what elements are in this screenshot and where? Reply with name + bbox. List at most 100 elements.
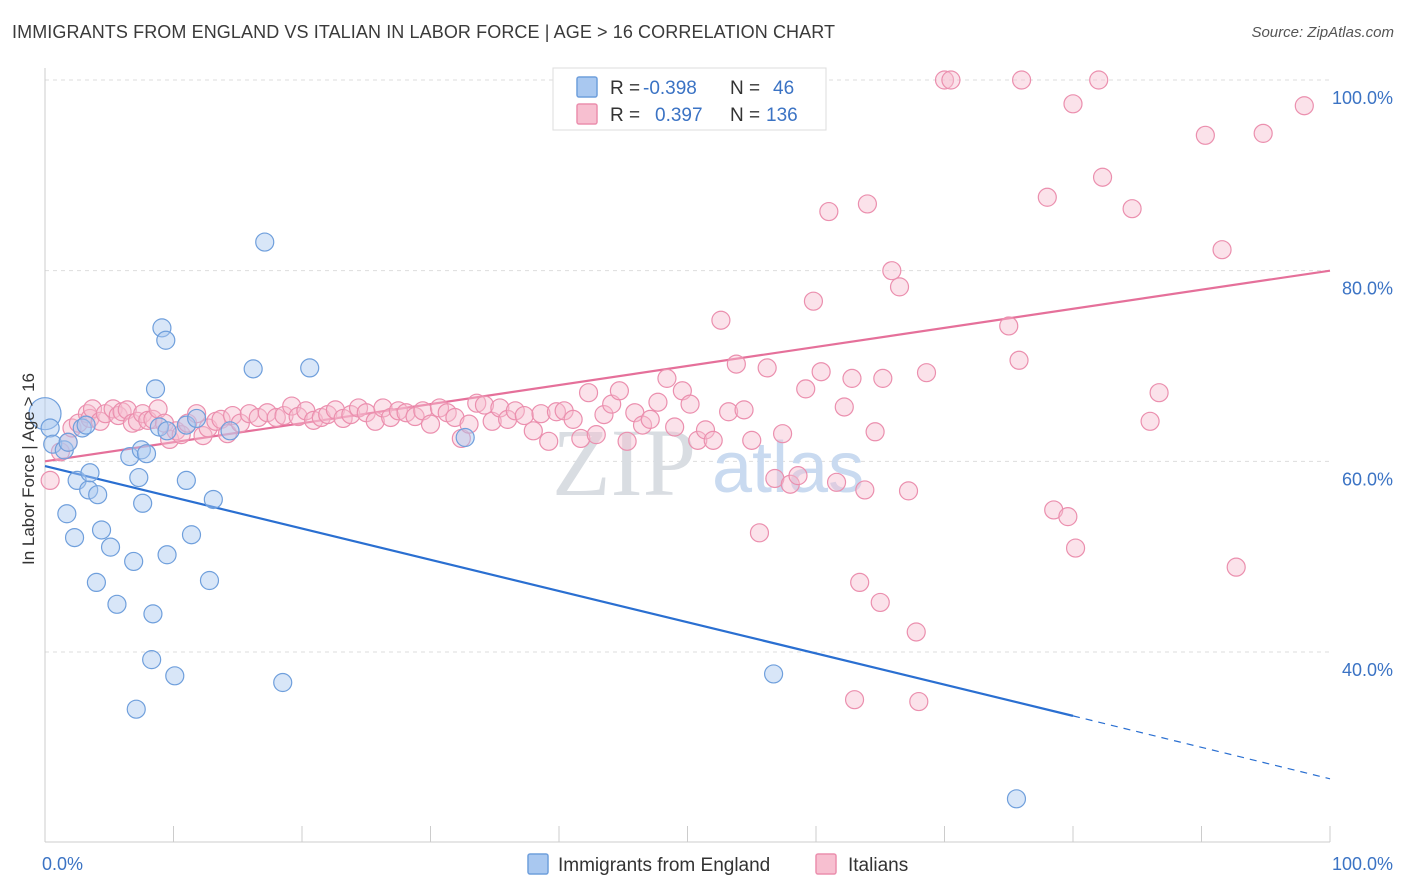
legend-n-label-italians: N = [730,105,760,126]
legend-swatch-italians [576,103,598,125]
point-italians [1011,70,1032,90]
point-italians [1195,125,1215,145]
point-england [176,415,196,435]
point-england [152,318,172,338]
point-england [203,489,223,510]
trend-lines [44,269,1331,780]
point-england [157,421,177,441]
point-italians [1063,94,1083,114]
point-england [126,699,146,719]
point-italians [742,430,762,450]
point-italians [1065,538,1086,558]
point-italians [826,472,847,492]
point-italians [1140,411,1160,431]
y-tick-label: 60.0% [1342,469,1393,489]
bottom-legend: Immigrants from England Italians [527,853,908,876]
point-italians [266,407,286,428]
point-italians [1089,70,1109,90]
point-england [43,434,63,454]
point-england [273,672,293,693]
point-italians [999,316,1019,336]
point-italians [1037,187,1057,207]
point-italians [916,363,937,383]
bottom-legend-swatch-england [527,853,549,875]
point-italians [640,409,660,429]
axes [44,68,1331,843]
point-england [157,545,177,565]
point-england [80,463,100,483]
point-england [455,427,475,448]
point-italians [1092,167,1113,187]
point-italians [171,425,191,445]
point-england [156,330,176,350]
point-italians [609,381,629,401]
point-italians [1294,96,1314,116]
point-italians [341,405,361,425]
data-points [28,70,1314,809]
point-italians [726,354,746,374]
legend-r-label-italians: R = [610,105,640,126]
point-italians [1253,123,1273,143]
point-england [176,470,196,490]
point-italians [505,401,525,421]
point-england [57,504,77,524]
trend-line-england-extension [1072,715,1331,780]
y-tick-label: 80.0% [1342,279,1393,299]
chart-source: Source: ZipAtlas.com [1251,24,1394,41]
point-italians [578,383,599,403]
point-italians [941,70,961,90]
x-tick-labels: 0.0% 100.0% [42,854,1393,874]
point-england [199,570,220,591]
point-italians [563,409,583,429]
y-axis-title: In Labor Force | Age > 16 [19,373,38,565]
point-italians [870,592,890,613]
point-italians [749,523,770,543]
point-italians [490,398,510,418]
point-italians [934,70,955,90]
point-italians [873,368,893,388]
point-italians [909,691,929,712]
point-england [58,432,78,452]
bottom-legend-swatch-italians [815,853,837,875]
point-italians [282,396,302,416]
point-italians [865,422,885,442]
x-tick-label: 100.0% [1332,854,1393,874]
point-italians [811,362,831,382]
point-italians [1149,383,1169,403]
point-italians [405,406,425,427]
point-england [300,358,320,378]
point-italians [844,690,865,710]
point-italians [523,421,543,441]
point-italians [688,430,708,450]
point-italians [657,368,677,388]
point-england [243,359,263,379]
point-italians [898,481,919,501]
point-england [40,418,60,438]
point-italians [796,379,816,399]
point-england [763,664,784,684]
point-england [1006,789,1027,809]
point-england [220,421,240,441]
bottom-legend-label-england: Immigrants from England [558,855,770,876]
legend-box [552,67,827,131]
point-england [133,493,153,513]
point-italians [223,405,243,426]
point-england [187,408,207,429]
point-england [129,467,149,488]
legend: R = -0.398 N = 46 R = 0.397 N = 136 [552,67,827,131]
point-england [142,650,162,670]
point-italians [288,406,308,427]
chart-title: IMMIGRANTS FROM ENGLAND VS ITALIAN IN LA… [12,22,836,42]
legend-swatch-england [576,76,598,98]
point-italians [1226,557,1246,577]
point-italians [788,466,808,486]
y-tick-label: 100.0% [1332,88,1393,108]
bottom-legend-label-italians: Italians [848,855,908,876]
point-italians [274,405,294,426]
point-italians [1009,350,1029,370]
point-italians [842,368,862,388]
point-italians [834,397,854,417]
point-italians [217,424,238,444]
watermark-zip: ZIP [552,409,696,516]
y-tick-labels: 40.0% 60.0% 80.0% 100.0% [1332,88,1393,680]
